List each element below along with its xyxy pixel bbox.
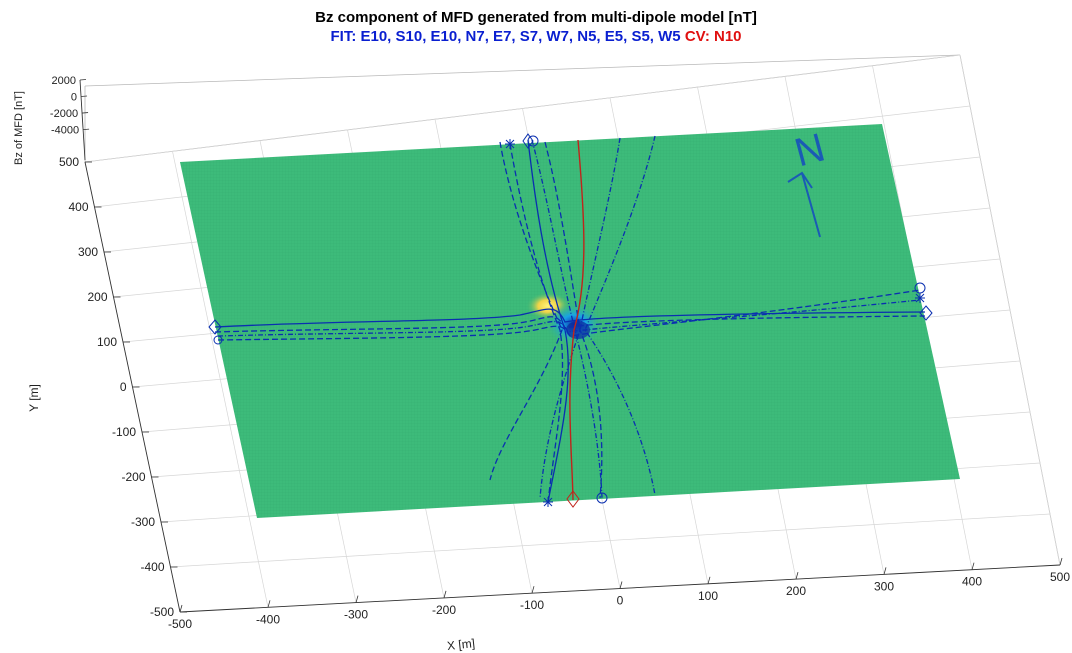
x-tick-label: 400: [962, 575, 982, 589]
cv-line-n10: [569, 139, 585, 501]
marker-diamond-left: [208, 319, 222, 335]
x-tick: [795, 571, 799, 580]
grid-line-y: [84, 54, 961, 163]
fit-line-e10a: [214, 308, 926, 328]
marker-star-bottom: [543, 497, 553, 507]
fit-line-n7: [531, 139, 603, 499]
x-tick: [355, 595, 359, 603]
fit-label: FIT: E10, S10, E10, N7, E7, S7, W7, N5, …: [330, 28, 681, 45]
x-tick: [531, 586, 535, 594]
marker-diamond-top: [522, 133, 534, 149]
y-tick-label: 300: [78, 245, 98, 259]
y-tick-label: 100: [97, 335, 117, 349]
x-tick: [267, 600, 271, 608]
cv-label: CV: N10: [684, 28, 742, 45]
z-axis-line: [79, 79, 86, 161]
fit-line-w5: [539, 137, 621, 499]
x-tick-label: 500: [1050, 570, 1070, 584]
z-tick-label: 2000: [52, 75, 76, 87]
fit-lines: [214, 135, 926, 503]
y-tick-label: -500: [150, 605, 174, 619]
x-tick-label: 200: [786, 584, 806, 598]
fit-line-e10b: [214, 315, 926, 333]
north-arrow: [787, 171, 821, 238]
z-tick: [81, 95, 88, 97]
x-tick-label: -300: [344, 608, 368, 622]
z-tick-label: 0: [71, 92, 77, 104]
x-tick-label: 100: [698, 589, 718, 603]
x-tick: [179, 604, 183, 613]
x-tick-label: -500: [168, 617, 192, 631]
chart-subtitle: FIT: E10, S10, E10, N7, E7, S7, W7, N5, …: [0, 27, 1072, 46]
z-tick-label: -4000: [51, 125, 79, 137]
z-tick: [83, 128, 90, 130]
x-tick: [971, 562, 975, 570]
y-tick-label: -100: [112, 425, 136, 439]
marker-circle-bottom: [596, 492, 608, 504]
x-tick: [443, 590, 447, 599]
x-tick: [883, 567, 887, 575]
x-tick: [619, 581, 623, 589]
x-axis-label: X [m]: [446, 636, 475, 653]
fit-line-e5: [217, 289, 921, 341]
fit-line-w7: [584, 135, 656, 496]
y-tick-label: -200: [121, 470, 145, 484]
fit-line-s7: [509, 143, 564, 503]
grid-line-y: [170, 513, 1051, 568]
z-tick: [79, 79, 87, 81]
y-axis-label: Y [m]: [27, 384, 41, 412]
marker-circle-top: [527, 135, 539, 147]
x-tick-label: -400: [256, 612, 280, 626]
y-tick-label: 500: [59, 155, 79, 169]
z-tick-label: -2000: [50, 108, 78, 120]
x-tick-label: 0: [617, 594, 624, 608]
markers: [208, 133, 933, 507]
chart-title: Bz component of MFD generated from multi…: [315, 9, 757, 26]
marker-star-right: [915, 293, 925, 303]
z-axis-label: Bz of MFD [nT]: [13, 91, 25, 165]
fit-line-e7: [217, 299, 921, 337]
x-tick-label: -100: [520, 598, 544, 612]
title-block: Bz component of MFD generated from multi…: [0, 8, 1072, 46]
y-tick-label: -400: [140, 560, 164, 574]
marker-star-top: [505, 139, 515, 149]
x-tick: [1059, 557, 1063, 566]
y-axis: -500 -400 -300 -200 -100 0 100 200 300 400 500: [59, 155, 187, 619]
marker-diamond-right: [919, 305, 933, 321]
fit-line-s10: [527, 139, 569, 503]
x-tick: [707, 576, 711, 584]
fit-line-s5: [489, 141, 563, 481]
x-tick-label: -200: [432, 603, 456, 617]
fit-line-n5: [544, 141, 603, 499]
marker-circle-left: [213, 335, 223, 345]
y-tick-label: 200: [87, 290, 107, 304]
x-axis: -500 -400 -300 -200 -100 0 100 200 300 400 500: [168, 557, 1070, 631]
y-tick-label: 0: [120, 380, 127, 394]
x-tick-label: 300: [874, 579, 894, 593]
z-axis: 2000 0 -2000 -4000: [50, 75, 90, 161]
y-tick-label: -300: [131, 515, 155, 529]
y-tick-label: 400: [68, 200, 88, 214]
z-tick: [82, 112, 89, 114]
marker-diamond-cv: [566, 490, 580, 508]
